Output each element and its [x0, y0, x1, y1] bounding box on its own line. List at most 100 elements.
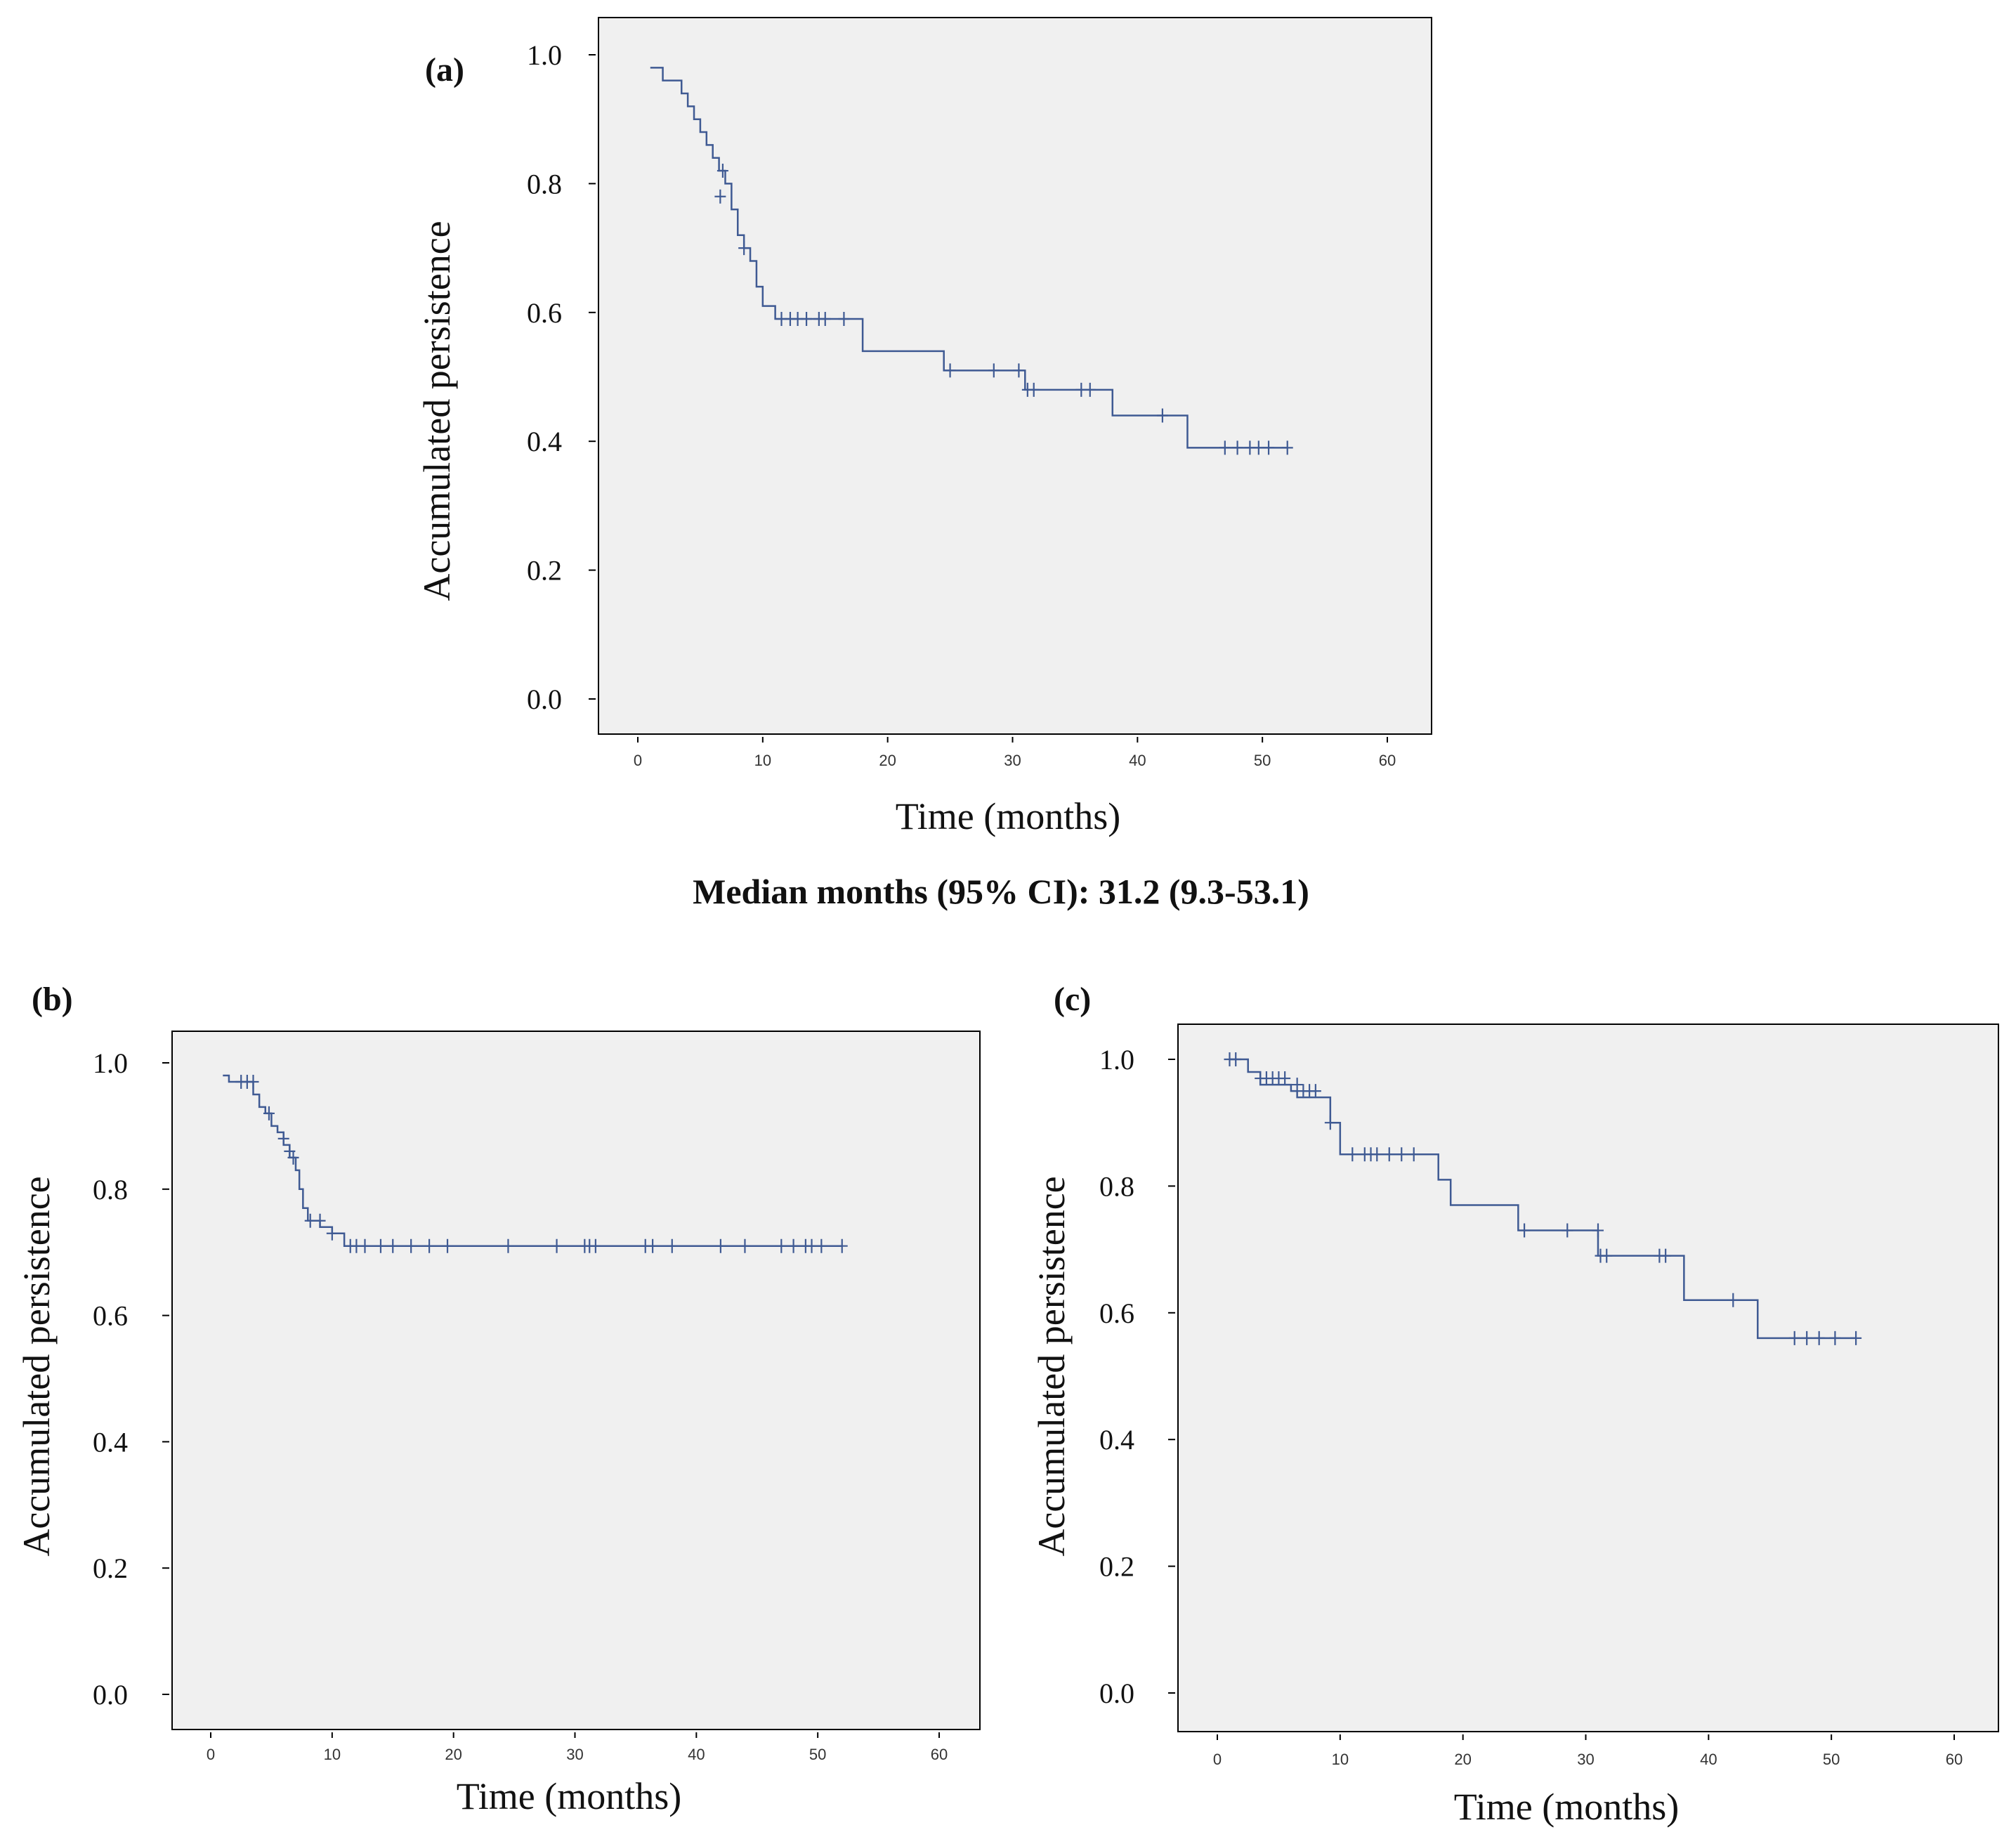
y-tick-label: 0.2 — [1099, 1551, 1134, 1583]
y-tick-label: 0.6 — [93, 1300, 128, 1332]
censor-mark — [1324, 1116, 1336, 1130]
censor-mark — [405, 1238, 417, 1253]
censor-mark — [738, 241, 750, 256]
y-tick-label: 1.0 — [1099, 1044, 1134, 1075]
censor-mark — [806, 1238, 818, 1253]
censor-mark — [988, 363, 1000, 378]
plot-area — [1177, 1024, 1999, 1732]
censor-mark — [836, 1238, 848, 1253]
censor-mark — [247, 1074, 259, 1089]
x-tick-label: 50 — [1254, 752, 1271, 769]
censor-mark — [1252, 440, 1264, 455]
censor-mark — [1813, 1330, 1825, 1345]
censor-mark — [666, 1238, 678, 1253]
plot-area — [598, 17, 1432, 735]
censor-mark — [1660, 1248, 1672, 1263]
censor-mark — [1230, 1052, 1242, 1066]
censor-mark — [287, 1150, 299, 1165]
censor-mark — [787, 1238, 799, 1253]
x-tick-label: 60 — [931, 1746, 948, 1763]
y-tick-label: 0.4 — [527, 426, 562, 457]
censor-mark — [1279, 1071, 1291, 1086]
censor-mark — [1383, 1147, 1395, 1162]
y-tick-label: 0.2 — [93, 1552, 128, 1584]
censor-mark — [1829, 1330, 1841, 1345]
censor-mark — [1788, 1330, 1800, 1345]
x-tick-label: 50 — [1823, 1751, 1840, 1768]
censor-mark — [1727, 1293, 1739, 1307]
censor-mark — [1592, 1223, 1604, 1238]
censor-mark — [1231, 440, 1243, 455]
x-tick-label: 30 — [1004, 752, 1021, 769]
panel-b-y-axis-title: Accumulated persistence — [15, 1176, 58, 1556]
censor-mark — [277, 1131, 289, 1146]
median-caption: Median months (95% CI): 31.2 (9.3-53.1) — [693, 872, 1309, 911]
censor-mark — [1156, 408, 1168, 423]
y-tick-label: 0.4 — [1099, 1424, 1134, 1456]
y-tick-label: 1.0 — [93, 1047, 128, 1079]
y-tick-label: 0.8 — [527, 168, 562, 200]
x-tick-label: 0 — [634, 752, 642, 769]
censor-mark — [387, 1238, 399, 1253]
y-tick-label: 0.6 — [1099, 1297, 1134, 1329]
censor-mark — [838, 311, 850, 326]
panel-a-y-axis-title: Accumulated persistence — [416, 221, 458, 601]
censor-mark — [1028, 382, 1040, 397]
censor-mark — [1519, 1223, 1531, 1238]
x-tick-label: 20 — [445, 1746, 462, 1763]
censor-mark — [326, 1226, 338, 1241]
panel-a-chart: 0.0 0.2 0.4 0.6 0.8 1.0 0 10 20 30 40 50 60 — [527, 17, 1432, 769]
panel-a-x-axis-title: Time (months) — [896, 795, 1121, 837]
x-tick-label: 10 — [324, 1746, 341, 1763]
censor-mark — [775, 1238, 787, 1253]
censor-mark — [714, 1238, 726, 1253]
panel-c-chart: 0.0 0.2 0.4 0.6 0.8 1.0 0 10 20 30 40 50 60 — [1099, 1024, 1999, 1768]
censor-mark — [304, 1213, 316, 1228]
censor-mark — [359, 1238, 371, 1253]
panel-c-label: (c) — [1054, 981, 1091, 1018]
censor-mark — [944, 363, 956, 378]
x-tick-label: 40 — [1700, 1751, 1717, 1768]
censor-mark — [551, 1238, 563, 1253]
x-tick-label: 10 — [754, 752, 771, 769]
censor-mark — [1562, 1223, 1573, 1238]
panel-c-y-axis-title: Accumulated persistence — [1030, 1176, 1073, 1556]
censor-mark — [1408, 1147, 1420, 1162]
y-tick-label: 0.2 — [527, 555, 562, 587]
x-tick-label: 30 — [1577, 1751, 1594, 1768]
censor-mark — [714, 189, 726, 204]
censor-mark — [739, 1238, 751, 1253]
censor-mark — [314, 1213, 326, 1228]
y-tick-label: 0.4 — [93, 1426, 128, 1458]
censor-mark — [1219, 440, 1231, 455]
panel-b-x-axis-title: Time (months) — [457, 1775, 682, 1817]
y-tick-label: 0.0 — [1099, 1678, 1134, 1709]
censor-mark — [1084, 382, 1096, 397]
censor-mark — [1347, 1147, 1359, 1162]
x-tick-label: 50 — [809, 1746, 826, 1763]
panel-b-label: (b) — [32, 981, 73, 1018]
y-tick-label: 0.0 — [93, 1679, 128, 1711]
censor-mark — [816, 1238, 827, 1253]
censor-mark — [716, 164, 728, 178]
censor-mark — [374, 1238, 386, 1253]
x-tick-label: 20 — [1454, 1751, 1471, 1768]
y-tick-label: 1.0 — [527, 39, 562, 71]
x-tick-label: 40 — [688, 1746, 705, 1763]
x-tick-label: 10 — [1332, 1751, 1349, 1768]
y-tick-label: 0.0 — [527, 684, 562, 715]
censor-mark — [1396, 1147, 1408, 1162]
x-tick-label: 0 — [1213, 1751, 1222, 1768]
censor-mark — [801, 311, 813, 326]
panel-b-chart: 0.0 0.2 0.4 0.6 0.8 1.0 0 10 20 30 40 50 60 — [93, 1031, 981, 1763]
censor-mark — [1281, 440, 1293, 455]
censor-mark — [442, 1238, 454, 1253]
y-tick-label: 0.8 — [1099, 1170, 1134, 1202]
x-tick-label: 40 — [1129, 752, 1146, 769]
plot-area — [171, 1031, 981, 1730]
censor-mark — [263, 1106, 275, 1120]
censor-mark — [589, 1238, 601, 1253]
x-tick-label: 30 — [566, 1746, 583, 1763]
censor-mark — [1291, 1078, 1303, 1092]
